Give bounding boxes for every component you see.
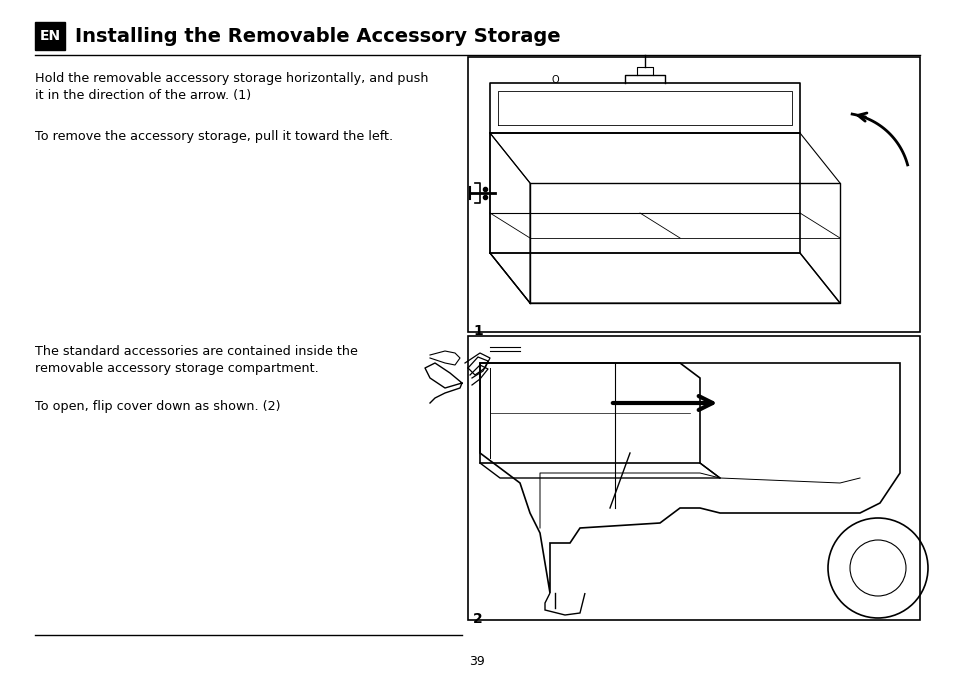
- Text: it in the direction of the arrow. (1): it in the direction of the arrow. (1): [35, 89, 251, 102]
- Text: 39: 39: [469, 655, 484, 668]
- Text: 1: 1: [473, 324, 482, 338]
- Text: O: O: [551, 75, 558, 85]
- Bar: [468, 336, 919, 620]
- Text: EN: EN: [39, 29, 60, 43]
- Text: Installing the Removable Accessory Storage: Installing the Removable Accessory Stora…: [75, 26, 560, 46]
- Text: The standard accessories are contained inside the: The standard accessories are contained i…: [35, 345, 357, 358]
- Text: To remove the accessory storage, pull it toward the left.: To remove the accessory storage, pull it…: [35, 130, 393, 143]
- Text: Hold the removable accessory storage horizontally, and push: Hold the removable accessory storage hor…: [35, 72, 428, 85]
- Bar: [468, 57, 919, 332]
- Text: removable accessory storage compartment.: removable accessory storage compartment.: [35, 362, 318, 375]
- Bar: [35, 22, 65, 50]
- Text: To open, flip cover down as shown. (2): To open, flip cover down as shown. (2): [35, 400, 280, 413]
- Text: 2: 2: [473, 612, 482, 626]
